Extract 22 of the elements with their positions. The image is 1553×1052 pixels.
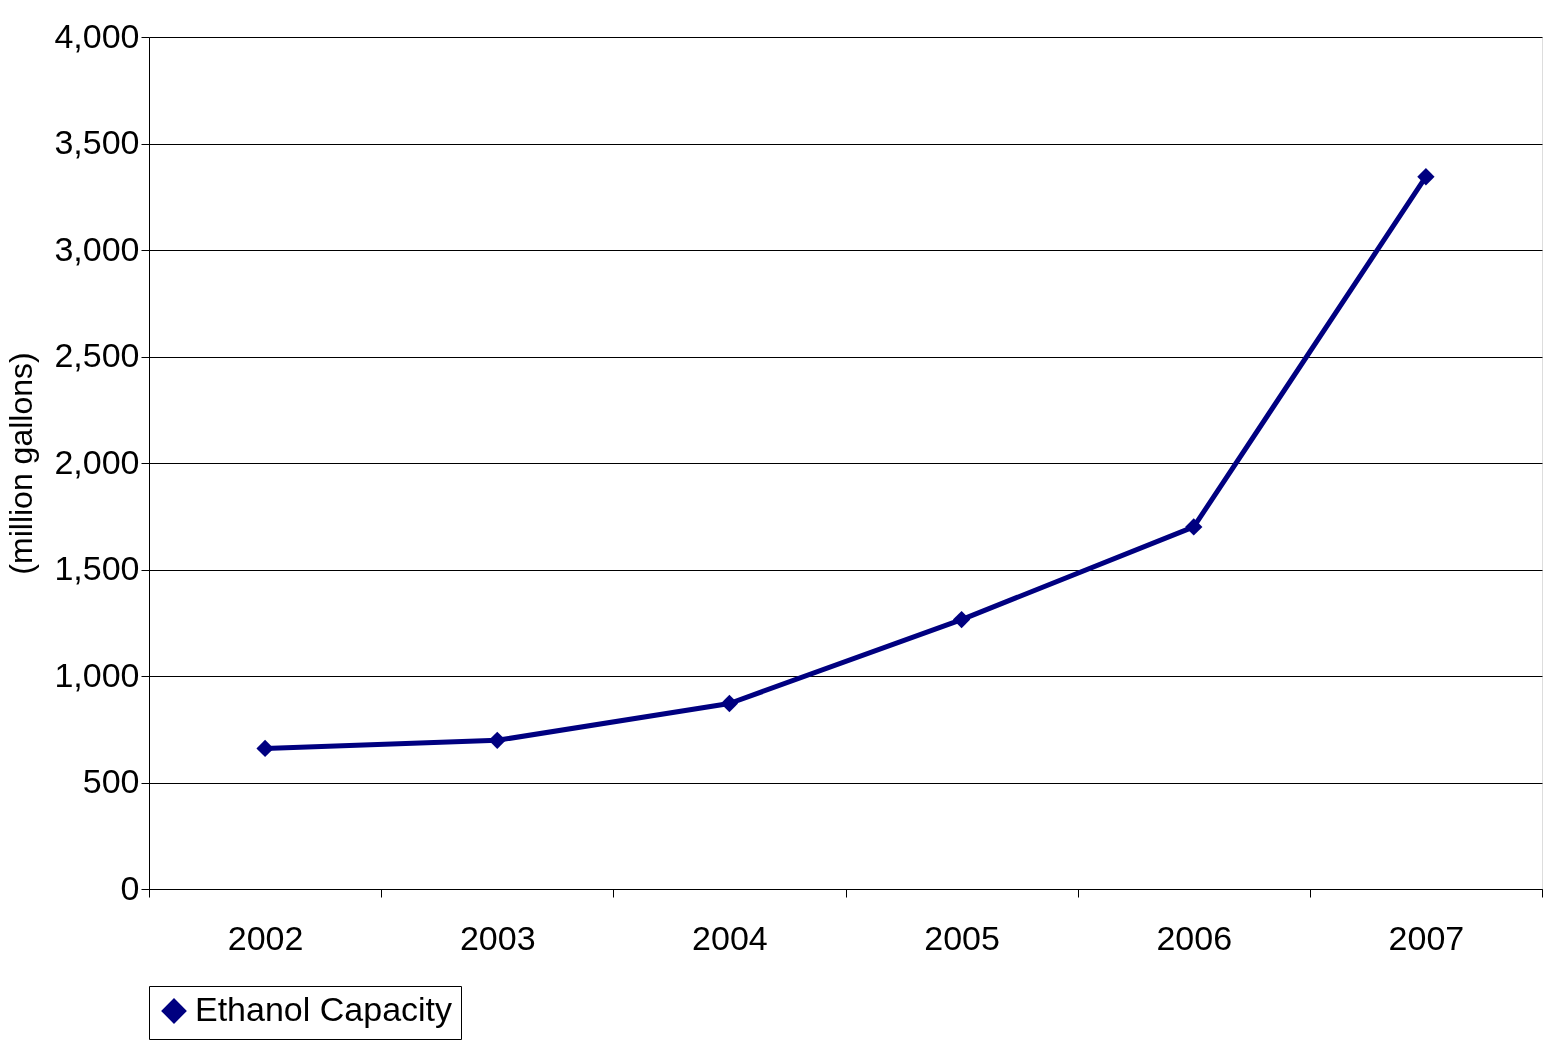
y-tick-label: 3,500	[54, 123, 140, 161]
y-tick-label: 500	[82, 762, 140, 800]
y-tick-label: 0	[120, 868, 140, 907]
x-tick-label: 2003	[459, 918, 536, 957]
point	[256, 739, 274, 758]
legend-label: Ethanol Capacity	[195, 990, 453, 1028]
y-tick-label: 3,000	[54, 229, 140, 268]
y-tick-label: 2,500	[54, 336, 140, 374]
x-tick-label: 2004	[692, 918, 768, 957]
point	[720, 694, 739, 713]
y-tick-label: 4,000	[54, 16, 140, 55]
point	[1417, 168, 1435, 186]
y-tick-label: 1,000	[54, 655, 140, 694]
y-axis-title: (million gallons)	[3, 352, 40, 575]
x-tick-label: 2005	[924, 918, 1000, 957]
x-tick-label: 2006	[1156, 918, 1233, 957]
x-tick-label: 2002	[227, 918, 304, 957]
y-tick-label: 2,000	[54, 442, 140, 481]
y-tick-label: 1,500	[54, 549, 140, 587]
point	[952, 610, 971, 629]
point	[1185, 518, 1203, 536]
x-tick-label: 2007	[1388, 918, 1465, 957]
